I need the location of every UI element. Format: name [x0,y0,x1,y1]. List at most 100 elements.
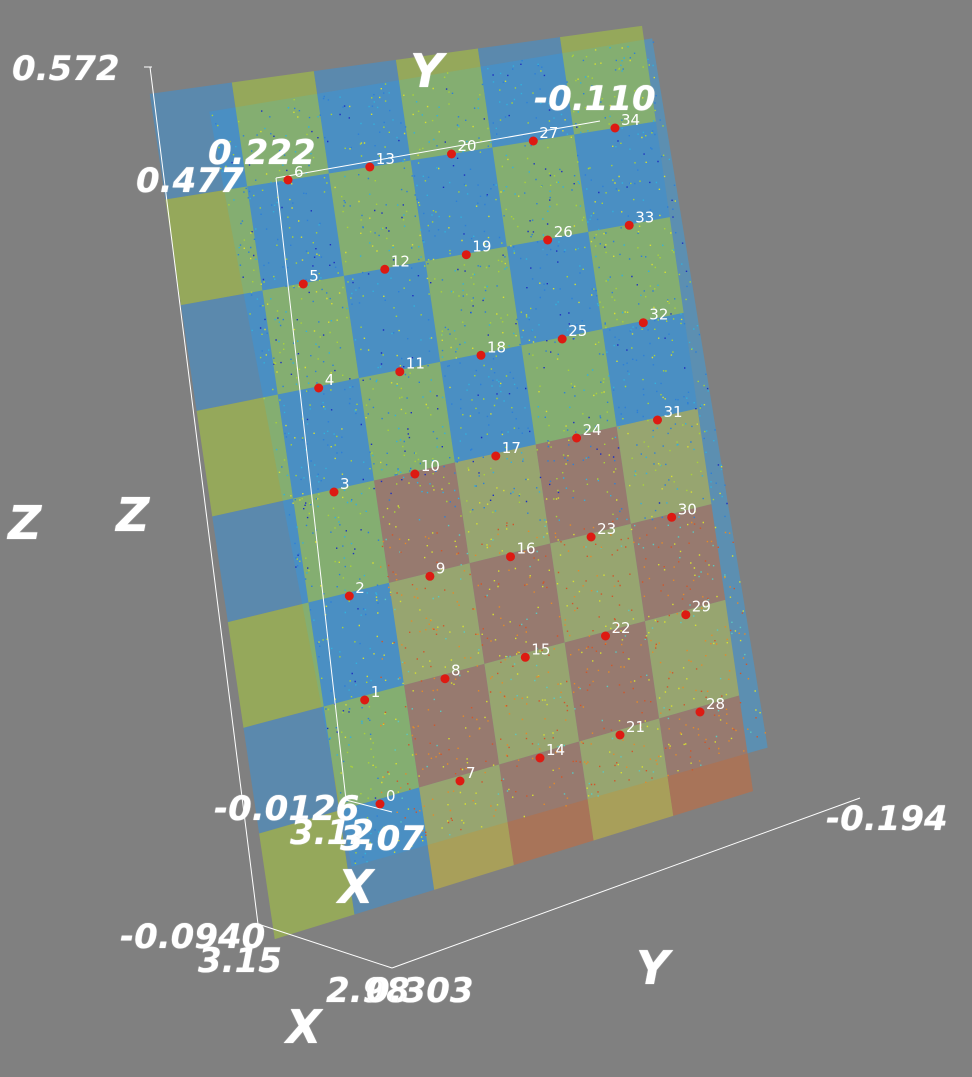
y-axis-label-top: Y [410,44,444,98]
corner-marker-label: 0 [386,787,396,805]
board-square [404,663,500,788]
board-square [477,37,575,148]
corner-marker-28 [695,707,705,717]
board-square [425,246,522,362]
corner-marker-label: 10 [421,457,440,475]
board-square [602,312,698,427]
corner-marker-3 [329,487,339,497]
x-axis-inner-line [345,799,393,813]
corner-marker-32 [638,318,648,328]
board-square [262,275,359,395]
board-square [499,741,594,866]
board-square [196,394,294,517]
corner-marker-label: 7 [466,764,476,782]
board-square [440,345,536,463]
corner-marker-29 [681,610,691,620]
board-square [521,329,617,445]
corner-marker-19 [461,250,471,260]
corner-marker-label: 33 [635,208,654,226]
corner-marker-label: 21 [626,718,645,736]
corner-marker-33 [624,220,634,230]
board-square [659,695,753,816]
x-outer-a-label: 3.15 [198,941,282,981]
board-square [343,261,441,379]
corner-marker-label: 13 [376,150,395,168]
corner-marker-15 [520,652,530,662]
board-square [313,59,411,174]
board-square [212,498,309,623]
board-square [630,504,726,622]
corner-marker-13 [365,162,375,172]
corner-marker-2 [344,591,354,601]
x-inner-a-label: 3.12 [290,813,374,853]
board-square [579,718,674,841]
board-square [469,543,565,664]
corner-marker-0 [375,799,385,809]
board-square [227,602,324,728]
board-square [243,706,340,834]
board-square [149,82,248,200]
board-square [574,121,670,232]
corner-marker-27 [528,136,538,146]
corner-marker-label: 31 [664,403,683,421]
corner-marker-label: 14 [546,741,565,759]
y-axis-label-bottom: Y [636,941,670,995]
corner-marker-16 [506,552,515,562]
board-square [293,480,390,603]
board-square [181,290,278,411]
corner-marker-14 [535,753,545,763]
corner-marker-11 [395,367,405,377]
corner-marker-label: 3 [340,475,350,493]
corner-marker-label: 9 [436,559,446,577]
board-square [506,231,603,346]
corner-marker-22 [601,631,610,641]
bounding-box-axes [144,66,861,969]
z-max-inner-label: 0.477 [136,161,244,201]
corner-marker-7 [455,776,465,786]
board-square [564,621,660,742]
board-square [588,217,684,330]
board-square [358,361,455,481]
corner-marker-label: 28 [706,695,725,713]
z-axis-label-inner: Z [116,488,150,542]
corner-marker-1 [360,695,370,705]
corner-marker-label: 17 [502,439,521,457]
corner-marker-9 [425,571,435,581]
corner-marker-label: 1 [371,683,381,701]
corner-marker-label: 32 [649,306,668,324]
board-square [559,25,656,135]
corner-marker-26 [543,235,553,245]
board-square [492,134,589,247]
corner-marker-label: 24 [583,421,602,439]
z-min-outer-label: -0.0940 [120,917,266,957]
x-axis-label-inner: X [338,860,374,914]
corner-marker-label: 22 [612,619,631,637]
z-axis-outer-line [149,66,259,925]
corner-marker-21 [615,730,625,740]
x-axis-outer-line [257,923,393,969]
x-inner-b-label: 3.07 [340,819,424,859]
x-axis-label-outer: X [286,1000,322,1054]
board-square [328,160,426,276]
y-bottom-left-label: 0.303 [366,971,474,1011]
y-axis-inner-line [275,120,601,179]
corner-marker-label: 26 [554,223,573,241]
corner-marker-label: 25 [568,322,587,340]
y-axis-outer-line [391,797,861,969]
corner-marker-label: 19 [472,238,491,256]
corner-marker-12 [380,264,390,274]
corner-marker-label: 23 [597,520,616,538]
board-square [339,787,435,915]
board-square [247,173,344,291]
point-cloud [149,25,768,940]
corner-marker-6 [283,175,293,185]
corner-marker-34 [610,123,620,133]
y-bottom-right-label: -0.194 [826,799,948,839]
board-square [616,408,712,524]
corner-marker-label: 30 [678,500,697,518]
board-square [165,186,263,306]
corner-markers: 0123456789101112131415161718192021222324… [283,111,725,809]
corner-marker-label: 18 [487,338,506,356]
